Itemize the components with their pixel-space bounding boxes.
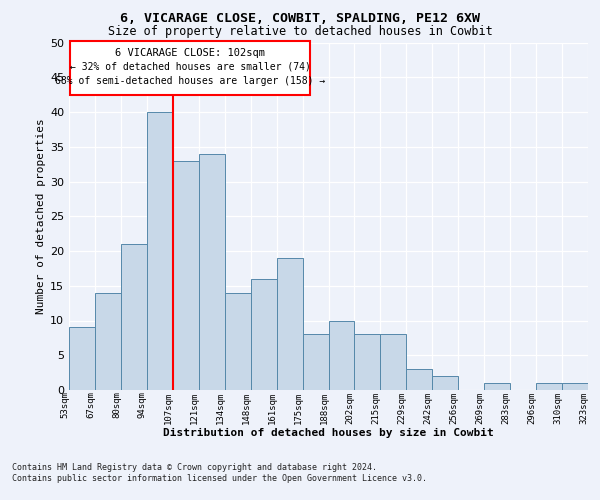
Bar xyxy=(95,292,121,390)
Text: ← 32% of detached houses are smaller (74): ← 32% of detached houses are smaller (74… xyxy=(70,62,311,72)
Text: Distribution of detached houses by size in Cowbit: Distribution of detached houses by size … xyxy=(163,428,494,438)
Bar xyxy=(277,258,302,390)
Bar xyxy=(173,160,199,390)
Bar xyxy=(406,369,432,390)
Bar xyxy=(355,334,380,390)
Bar xyxy=(251,279,277,390)
Bar xyxy=(536,383,562,390)
Bar xyxy=(329,320,355,390)
Text: Size of property relative to detached houses in Cowbit: Size of property relative to detached ho… xyxy=(107,25,493,38)
Text: Contains HM Land Registry data © Crown copyright and database right 2024.: Contains HM Land Registry data © Crown c… xyxy=(12,462,377,471)
Bar xyxy=(225,292,251,390)
FancyBboxPatch shape xyxy=(70,41,310,94)
Bar xyxy=(199,154,224,390)
Text: 68% of semi-detached houses are larger (158) →: 68% of semi-detached houses are larger (… xyxy=(55,76,325,86)
Bar xyxy=(433,376,458,390)
Bar xyxy=(69,328,95,390)
Bar xyxy=(380,334,406,390)
Bar xyxy=(121,244,147,390)
Bar xyxy=(147,112,173,390)
Text: 6 VICARAGE CLOSE: 102sqm: 6 VICARAGE CLOSE: 102sqm xyxy=(115,48,265,58)
Bar xyxy=(562,383,588,390)
Text: 6, VICARAGE CLOSE, COWBIT, SPALDING, PE12 6XW: 6, VICARAGE CLOSE, COWBIT, SPALDING, PE1… xyxy=(120,12,480,26)
Text: Contains public sector information licensed under the Open Government Licence v3: Contains public sector information licen… xyxy=(12,474,427,483)
Bar xyxy=(302,334,329,390)
Bar xyxy=(484,383,510,390)
Y-axis label: Number of detached properties: Number of detached properties xyxy=(36,118,46,314)
